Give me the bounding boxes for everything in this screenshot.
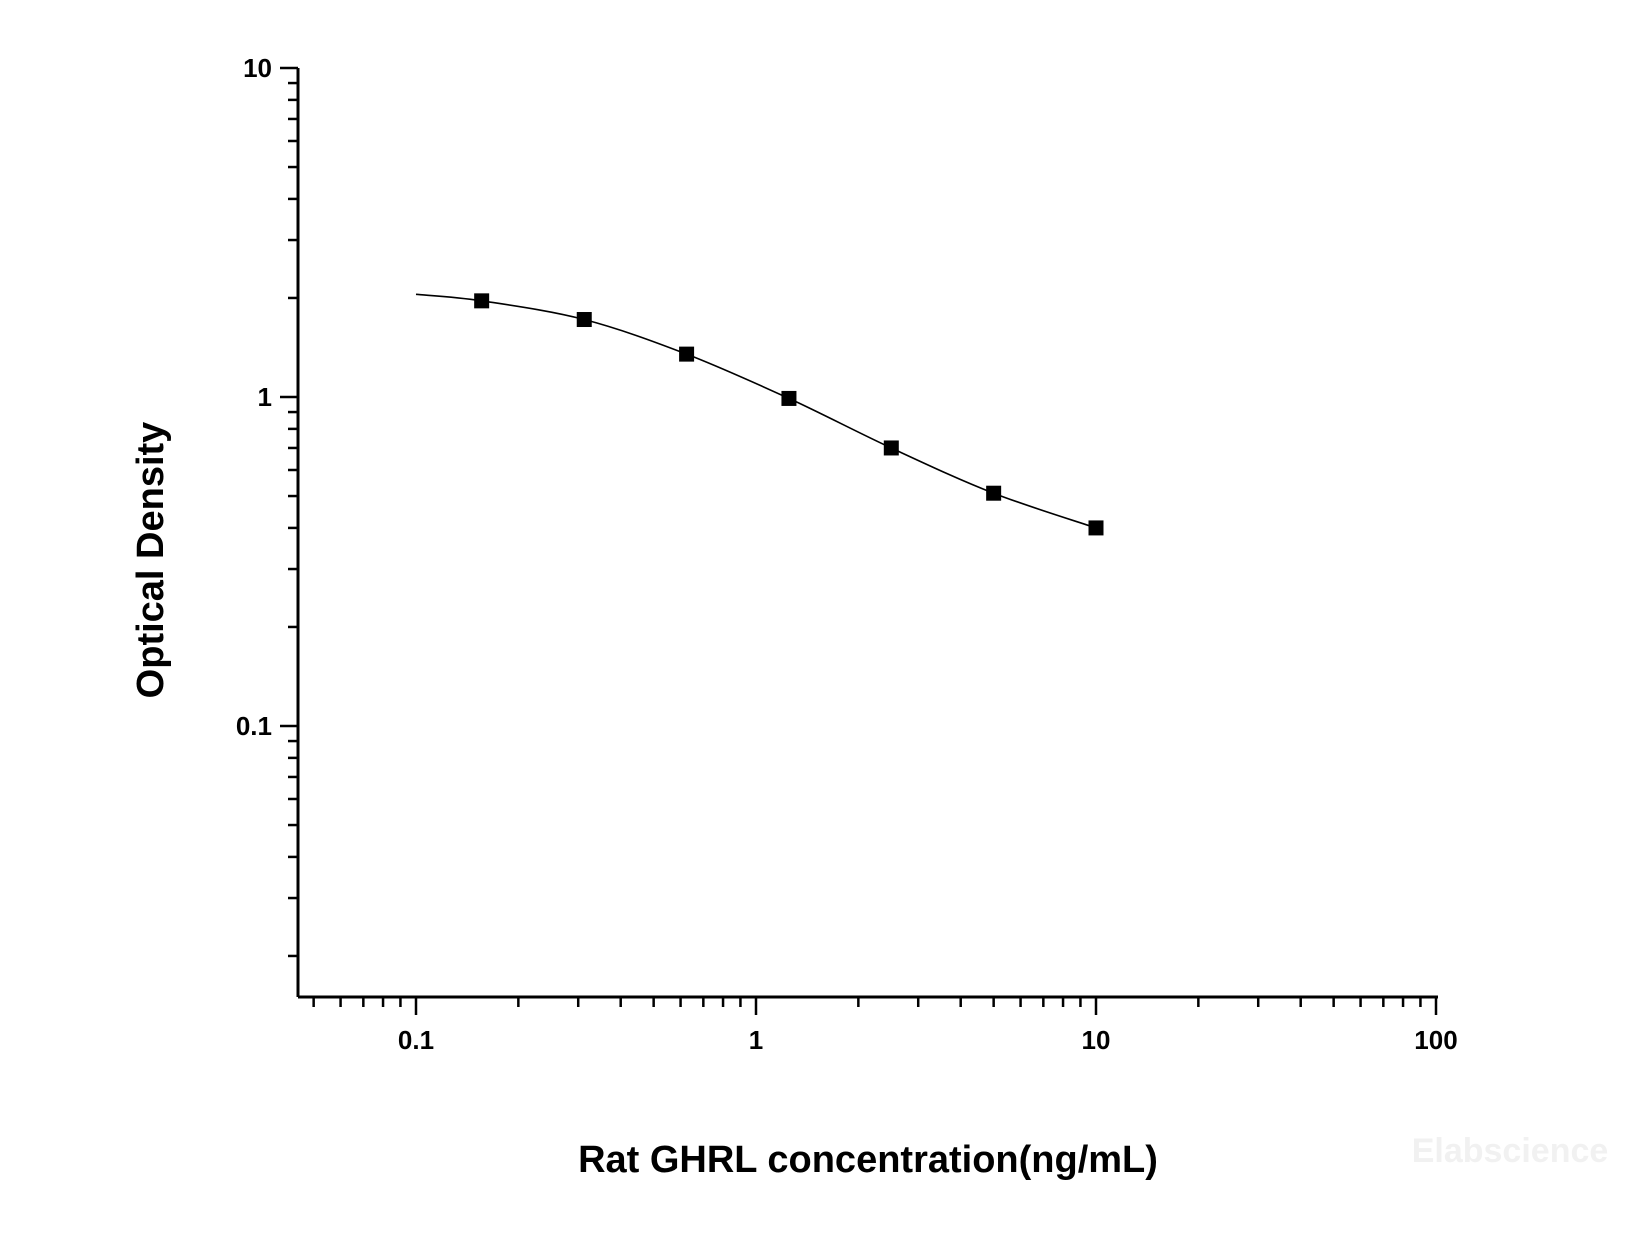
x-tick-label: 1 xyxy=(749,1025,763,1055)
fit-curve xyxy=(415,293,1097,529)
y-tick-label: 0.1 xyxy=(236,711,272,741)
data-point xyxy=(986,485,1002,501)
data-points xyxy=(474,293,1104,536)
x-tick-label: 0.1 xyxy=(398,1025,434,1055)
x-tick-label: 10 xyxy=(1082,1025,1111,1055)
watermark: Elabscience xyxy=(1412,1132,1609,1170)
axes xyxy=(280,66,1438,1015)
y-tick-label: 10 xyxy=(243,53,272,83)
y-axis-label: Optical Density xyxy=(130,422,172,699)
data-point xyxy=(781,390,797,406)
y-tick-label: 1 xyxy=(258,382,272,412)
data-point xyxy=(474,293,490,309)
data-point xyxy=(883,440,899,456)
x-axis-label: Rat GHRL concentration(ng/mL) xyxy=(578,1139,1158,1181)
data-point xyxy=(576,312,592,328)
data-point xyxy=(679,346,695,362)
tick-labels: 0.1 1 10 100 0.1 1 10 xyxy=(236,53,1458,1055)
x-tick-label: 100 xyxy=(1414,1025,1457,1055)
data-point xyxy=(1088,520,1104,536)
